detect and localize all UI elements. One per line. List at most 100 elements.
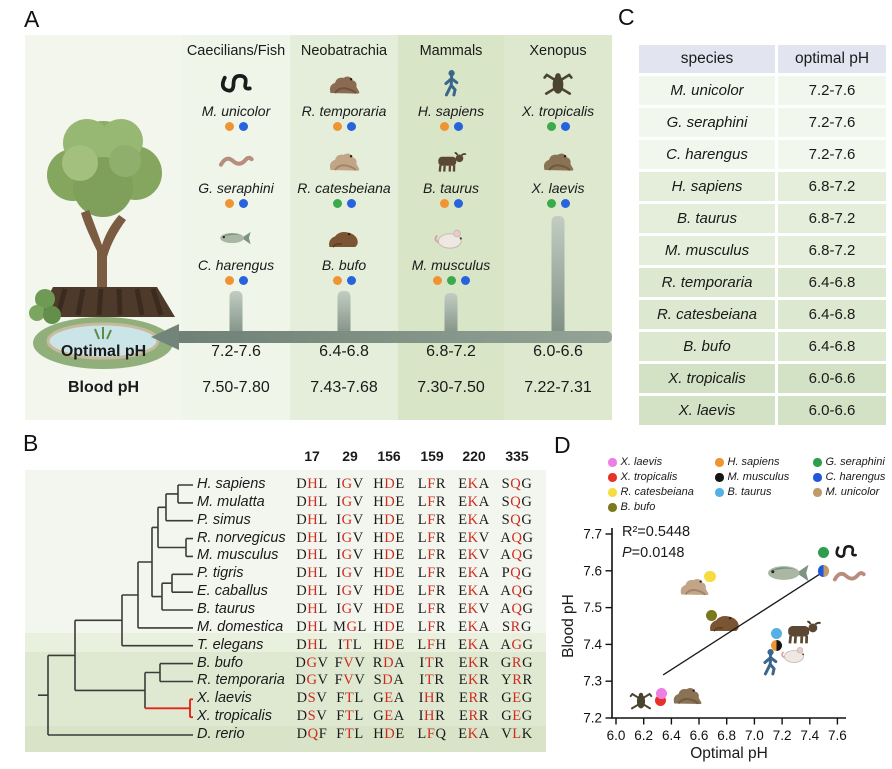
ph-dot-row: [182, 197, 290, 210]
tree-tip-label: P. simus: [197, 511, 251, 528]
ph-dot-blue: [453, 122, 463, 131]
mouse-icon: [780, 641, 810, 666]
ph-dot-blue: [346, 199, 356, 208]
table-cell-ph: 6.4-6.8: [778, 300, 886, 329]
table-cell-species: M. musculus: [639, 236, 775, 265]
x-tick-label: 6.0: [607, 728, 626, 743]
alignment-codon: DGV: [295, 654, 329, 671]
alignment-codon: HDE: [373, 618, 405, 635]
alignment-codon: EKV: [458, 547, 490, 564]
frog-light-icon: [677, 572, 711, 600]
legend-item: R. catesbeiana: [608, 486, 707, 499]
cow-icon: [782, 614, 824, 648]
species-item: B. bufo: [290, 219, 398, 293]
band-d-rerio: [25, 726, 546, 752]
alignment-codon: AQG: [500, 601, 534, 618]
toad-icon: [707, 607, 743, 637]
legend-label: M. unicolor: [825, 486, 880, 499]
ph-dot-blue: [560, 199, 570, 208]
species-item: M. unicolor: [182, 65, 290, 139]
legend-label: X. tropicalis: [620, 471, 678, 484]
y-tick-label: 7.3: [583, 674, 602, 689]
alignment-codon: PQG: [501, 565, 533, 582]
ph-dot-row: [290, 197, 398, 210]
alignment-codon: EKR: [458, 654, 490, 671]
legend-item: H. sapiens: [715, 456, 805, 469]
alignment-codon: IGV: [336, 529, 364, 546]
table-row: M. musculus 6.8-7.2: [639, 236, 886, 265]
clade-column-xenopus: Xenopus X. tropicalis X. laevis 6.0-6.6 7.22…: [504, 35, 612, 420]
ph-dot-blue: [560, 122, 570, 131]
alignment-codon: SDA: [373, 672, 405, 689]
alignment-codon: HDE: [373, 493, 405, 510]
cow-icon: [398, 142, 504, 180]
tree-trunk: [81, 210, 126, 287]
alignment-codon: IGV: [336, 583, 364, 600]
data-point: [817, 546, 830, 559]
alignment-codon: DGV: [295, 672, 329, 689]
table-cell-species: B. bufo: [639, 332, 775, 361]
data-point: [654, 694, 667, 707]
x-tick-label: 7.4: [800, 728, 819, 743]
ph-dot-orange: [224, 199, 234, 208]
x-tick-label: 6.6: [690, 728, 709, 743]
legend-dot: [715, 488, 724, 497]
legend-label: X. laevis: [620, 456, 663, 469]
ph-dot-blue: [238, 276, 248, 285]
table-cell-species: M. unicolor: [639, 76, 775, 105]
ph-dot-blue: [346, 122, 356, 131]
habitat-illustration: [29, 119, 175, 369]
species-name: R. catesbeiana: [297, 180, 391, 196]
legend-dot: [715, 473, 724, 482]
alignment-codon: LFR: [417, 565, 447, 582]
legend-item: X. tropicalis: [608, 471, 707, 484]
clade-column-mammals: Mammals H. sapiens B. taurus M. musculus 6.8…: [398, 35, 504, 420]
alignment-codon: DQF: [296, 726, 328, 743]
alignment-codon: IGV: [336, 476, 364, 492]
x-tick-label: 7.2: [773, 728, 792, 743]
alignment-codon: ERR: [458, 690, 490, 707]
data-point: [770, 627, 783, 640]
ph-dot-blue: [453, 199, 463, 208]
legend-item: B. bufo: [608, 501, 707, 514]
table-row: R. catesbeiana 6.4-6.8: [639, 300, 886, 329]
tree-tip-label: P. tigris: [197, 565, 244, 582]
alignment-codon: EKA: [458, 476, 490, 492]
tree-tip-label: B. bufo: [197, 654, 243, 671]
worm-icon: [832, 562, 866, 590]
alignment-codon: YRR: [501, 672, 533, 689]
table-row: M. unicolor 7.2-7.6: [639, 76, 886, 105]
optimal-ph-value: 6.4-6.8: [319, 343, 369, 360]
table-cell-species: X. tropicalis: [639, 364, 775, 393]
frog-dark-icon: [290, 65, 398, 103]
worm-icon: [182, 142, 290, 180]
ph-dot-orange: [439, 122, 449, 131]
table-cell-species: R. temporaria: [639, 268, 775, 297]
species-item: R. temporaria: [290, 65, 398, 139]
ph-dot-orange: [432, 276, 442, 285]
table-cell-species: B. taurus: [639, 204, 775, 233]
mouse-icon: [398, 219, 504, 257]
alignment-codon: EKA: [458, 583, 490, 600]
table-cell-ph: 6.0-6.6: [778, 396, 886, 425]
tree-tip-label: X. laevis: [197, 690, 252, 707]
phylogenetic-tree: [38, 484, 193, 736]
alignment-codon: SQG: [501, 493, 533, 510]
alignment-codon: FTL: [336, 726, 364, 743]
alignment-codon: ERR: [458, 708, 490, 725]
legend-label: R. catesbeiana: [620, 486, 694, 499]
r-squared-annotation: R²=0.5448: [622, 524, 691, 540]
table-row: B. bufo 6.4-6.8: [639, 332, 886, 361]
x-tick-label: 6.2: [634, 728, 653, 743]
alignment-codon: ITL: [337, 636, 363, 653]
species-name: X. tropicalis: [521, 103, 595, 119]
species-item: C. harengus: [182, 219, 290, 293]
alignment-position-header: 156: [377, 448, 401, 464]
table-row: X. tropicalis 6.0-6.6: [639, 364, 886, 393]
alignment-codon: DHL: [296, 618, 328, 635]
x-tick-label: 6.8: [717, 728, 736, 743]
legend-dot: [813, 488, 822, 497]
band-amniotes: [25, 470, 546, 633]
species-item: R. catesbeiana: [290, 142, 398, 216]
legend-item: B. taurus: [715, 486, 805, 499]
